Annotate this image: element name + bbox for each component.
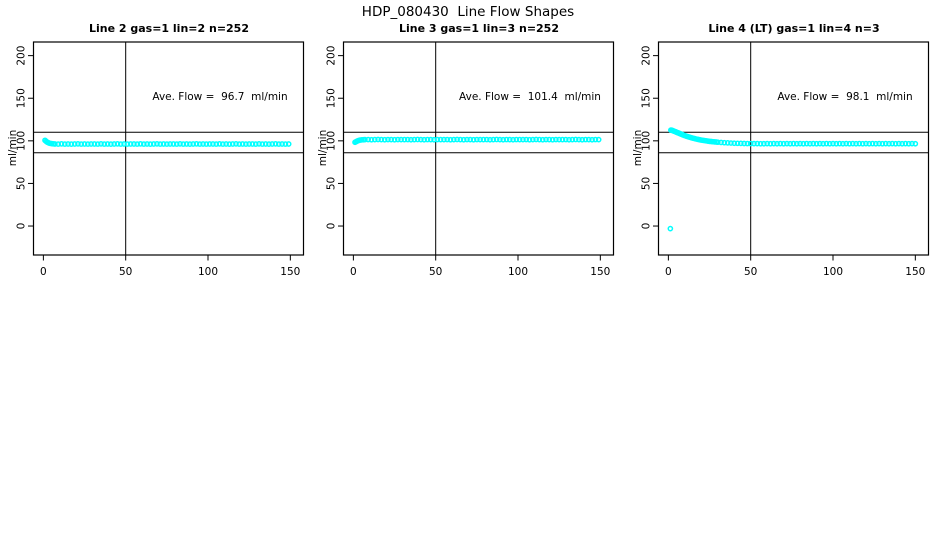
svg-text:150: 150 (16, 88, 28, 108)
svg-text:150: 150 (641, 88, 653, 108)
svg-text:100: 100 (16, 131, 28, 151)
svg-text:150: 150 (326, 88, 338, 108)
panel-title: Line 3 gas=1 lin=3 n=252 (398, 22, 559, 35)
scatter-plot: 0 50 100 150 0 50 100 150 200 (641, 41, 930, 278)
svg-text:0: 0 (40, 266, 47, 278)
panel-line-3: Line 3 gas=1 lin=3 n=252 ml/min Ave. Flo… (310, 0, 622, 300)
svg-text:50: 50 (744, 266, 757, 278)
svg-text:100: 100 (198, 266, 218, 278)
avg-flow-annotation: Ave. Flow = 98.1 ml/min (777, 91, 913, 103)
svg-text:150: 150 (905, 266, 925, 278)
svg-text:100: 100 (326, 131, 338, 151)
svg-text:100: 100 (508, 266, 528, 278)
svg-text:50: 50 (641, 177, 653, 190)
avg-flow-annotation: Ave. Flow = 101.4 ml/min (459, 91, 601, 103)
svg-text:200: 200 (16, 46, 28, 66)
svg-text:0: 0 (326, 223, 338, 230)
svg-text:150: 150 (280, 266, 300, 278)
svg-text:200: 200 (326, 46, 338, 66)
svg-text:0: 0 (641, 223, 653, 230)
svg-text:50: 50 (429, 266, 442, 278)
svg-text:200: 200 (641, 46, 653, 66)
panel-title: Line 4 (LT) gas=1 lin=4 n=3 (708, 22, 880, 35)
svg-text:0: 0 (16, 223, 28, 230)
scatter-plot: 0 50 100 150 0 50 100 150 200 (16, 41, 305, 278)
svg-text:50: 50 (326, 177, 338, 190)
svg-text:0: 0 (350, 266, 357, 278)
panel-line-4: Line 4 (LT) gas=1 lin=4 n=3 ml/min Ave. … (625, 0, 936, 300)
svg-text:50: 50 (16, 177, 28, 190)
scatter-plot: 0 50 100 150 0 50 100 150 200 (326, 41, 615, 278)
svg-text:0: 0 (665, 266, 672, 278)
svg-text:100: 100 (641, 131, 653, 151)
panel-line-2: Line 2 gas=1 lin=2 n=252 ml/min Ave. Flo… (0, 0, 312, 300)
svg-text:150: 150 (590, 266, 610, 278)
avg-flow-annotation: Ave. Flow = 96.7 ml/min (152, 91, 288, 103)
svg-text:50: 50 (119, 266, 132, 278)
panel-title: Line 2 gas=1 lin=2 n=252 (88, 22, 249, 35)
figure-title: HDP_080430 Line Flow Shapes (361, 4, 575, 20)
svg-text:100: 100 (823, 266, 843, 278)
